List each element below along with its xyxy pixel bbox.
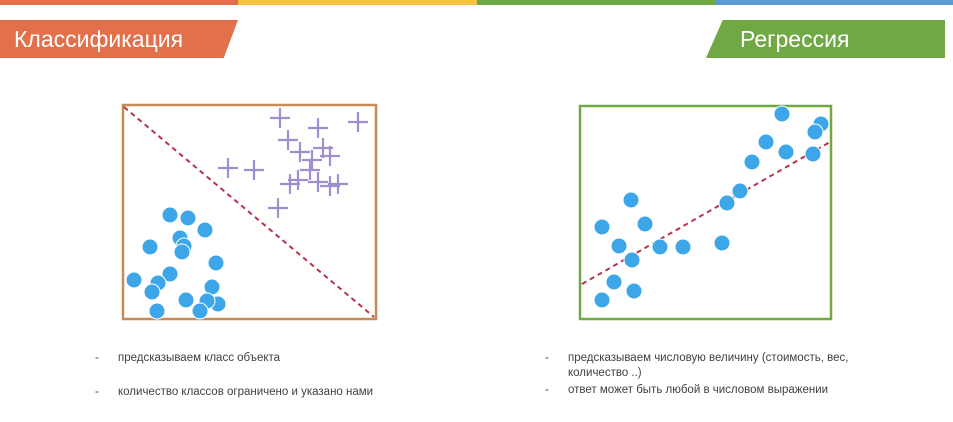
classification-diagram bbox=[121, 103, 378, 321]
top-bar-segment-green bbox=[476, 0, 715, 5]
dot-mark bbox=[777, 143, 795, 161]
regression-bullet: - предсказываем числовую величину (стоимо… bbox=[545, 351, 883, 381]
dot-mark bbox=[636, 215, 654, 233]
classification-title: Классификация bbox=[0, 20, 238, 58]
dot-mark bbox=[622, 191, 640, 209]
bullet-text: ответ может быть любой в числовом выраже… bbox=[568, 384, 829, 396]
classification-bullet: - количество классов ограничено и указано… bbox=[95, 385, 373, 400]
dot-mark bbox=[718, 194, 736, 212]
dot-mark bbox=[605, 273, 623, 291]
bullet-text: предсказываем класс объекта bbox=[118, 352, 281, 364]
regression-title: Регрессия bbox=[706, 20, 945, 58]
top-bar-segment-yellow bbox=[238, 0, 477, 5]
dot-mark bbox=[674, 238, 692, 256]
top-bar-segment-orange bbox=[0, 0, 239, 5]
cross-mark bbox=[288, 170, 308, 190]
bullet-marker: - bbox=[95, 386, 99, 398]
cross-mark bbox=[320, 146, 340, 166]
top-color-bar bbox=[0, 0, 953, 5]
dot-mark bbox=[191, 302, 209, 320]
dot-mark bbox=[593, 291, 611, 309]
bullet-marker: - bbox=[95, 352, 99, 364]
bullet-marker: - bbox=[545, 384, 549, 396]
dot-mark bbox=[731, 182, 749, 200]
decision-boundary bbox=[123, 106, 375, 318]
top-bar-segment-blue bbox=[714, 0, 953, 5]
cross-mark bbox=[308, 172, 328, 192]
dot-mark bbox=[806, 123, 824, 141]
dot-mark bbox=[161, 206, 179, 224]
cross-mark bbox=[308, 118, 328, 138]
regression-bullets: - предсказываем числовую величину (стоимо… bbox=[545, 351, 883, 398]
dot-mark bbox=[179, 209, 197, 227]
dot-mark bbox=[773, 105, 791, 123]
cross-mark bbox=[300, 160, 320, 180]
dot-mark bbox=[143, 283, 161, 301]
regression-bullet: - ответ может быть любой в числовом выраж… bbox=[545, 383, 883, 398]
regression-diagram bbox=[578, 104, 833, 321]
dot-mark bbox=[173, 243, 191, 261]
dot-mark bbox=[593, 218, 611, 236]
bullet-text: предсказываем числовую величину (стоимос… bbox=[568, 352, 849, 379]
dot-mark bbox=[141, 238, 159, 256]
regression-dots bbox=[593, 105, 830, 309]
classification-bullets: - предсказываем класс объекта - количество… bbox=[95, 351, 373, 400]
dot-mark bbox=[651, 238, 669, 256]
class-dots bbox=[125, 206, 227, 320]
bullet-marker: - bbox=[545, 352, 549, 364]
dot-mark bbox=[743, 153, 761, 171]
classification-bullet: - предсказываем класс объекта bbox=[95, 351, 373, 366]
dot-mark bbox=[207, 254, 225, 272]
cross-mark bbox=[244, 160, 264, 180]
dot-mark bbox=[804, 145, 822, 163]
cross-mark bbox=[302, 150, 322, 170]
class-crosses bbox=[218, 108, 368, 218]
dot-mark bbox=[125, 271, 143, 289]
dot-mark bbox=[148, 302, 166, 320]
cross-mark bbox=[290, 142, 310, 162]
cross-mark bbox=[218, 158, 238, 178]
dot-mark bbox=[177, 291, 195, 309]
cross-mark bbox=[328, 174, 348, 194]
cross-mark bbox=[268, 198, 288, 218]
cross-mark bbox=[270, 108, 290, 128]
dot-mark bbox=[610, 237, 628, 255]
cross-mark bbox=[278, 130, 298, 150]
bullet-text: количество классов ограничено и указано … bbox=[118, 386, 374, 398]
cross-mark bbox=[320, 176, 340, 196]
dot-mark bbox=[161, 265, 179, 283]
regression-trend-line bbox=[581, 141, 831, 285]
dot-mark bbox=[196, 221, 214, 239]
dot-mark bbox=[625, 282, 643, 300]
cross-mark bbox=[348, 112, 368, 132]
dot-mark bbox=[713, 234, 731, 252]
dot-mark bbox=[757, 133, 775, 151]
dot-mark bbox=[623, 251, 641, 269]
cross-mark bbox=[280, 174, 300, 194]
